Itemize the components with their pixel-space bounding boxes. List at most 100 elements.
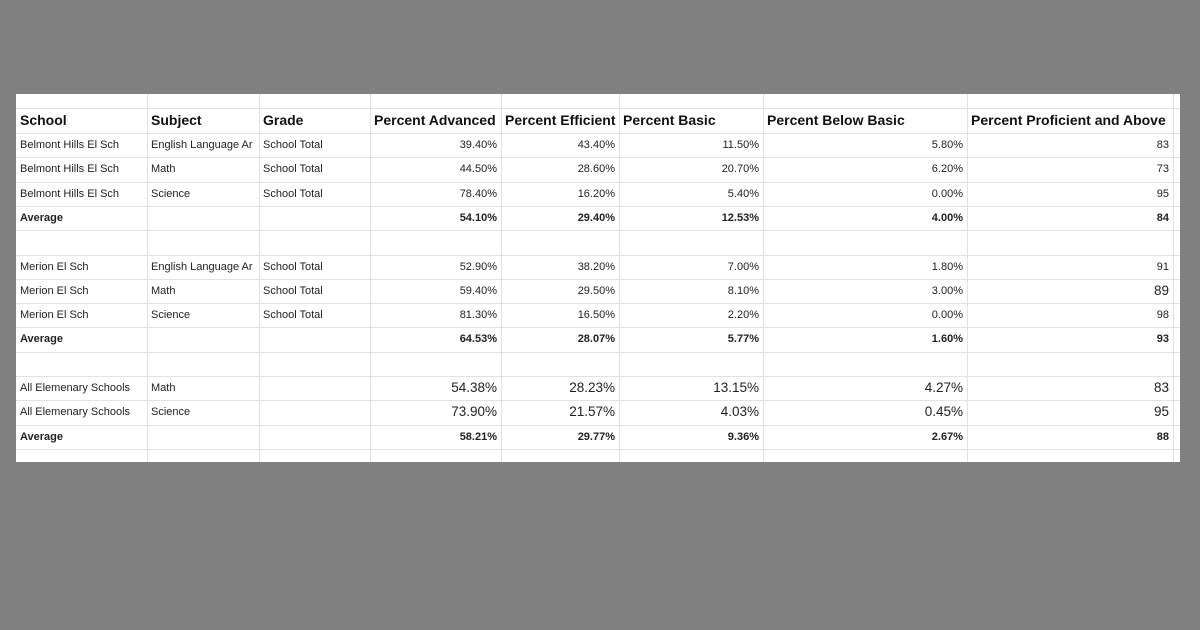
value-cell: 95 — [1156, 187, 1169, 200]
subject-cell: Science — [151, 309, 191, 322]
row-border — [16, 181, 1180, 183]
school-cell: Merion El Sch — [20, 284, 89, 297]
column-border — [619, 94, 620, 462]
average-value: 84 — [1156, 211, 1169, 224]
row-border — [16, 424, 1180, 426]
header-cell: Percent Basic — [623, 112, 716, 128]
value-cell: 54.38% — [451, 380, 497, 395]
value-cell: 2.20% — [727, 309, 759, 322]
value-cell: 7.00% — [727, 260, 759, 273]
row-border — [16, 108, 1180, 109]
school-cell: All Elemenary Schools — [20, 382, 131, 394]
row-border — [16, 133, 1180, 134]
row-border — [16, 254, 1180, 256]
average-value: 12.53% — [721, 211, 759, 224]
row-border — [16, 400, 1180, 402]
average-value: 9.36% — [727, 430, 759, 443]
value-cell: 81.30% — [459, 309, 497, 322]
value-cell: 5.40% — [727, 187, 759, 200]
school-cell: Merion El Sch — [20, 260, 89, 273]
subject-cell: Math — [151, 382, 176, 394]
column-border — [259, 94, 260, 462]
value-cell: 43.40% — [577, 139, 615, 151]
column-border — [763, 94, 764, 462]
value-cell: 95 — [1153, 404, 1169, 420]
value-cell: 91 — [1156, 260, 1169, 273]
value-cell: 28.60% — [577, 163, 615, 176]
row-border — [16, 351, 1180, 353]
value-cell: 4.03% — [720, 404, 759, 420]
average-value: 1.60% — [931, 333, 963, 346]
average-value: 54.10% — [459, 211, 497, 224]
header-cell: School — [20, 112, 67, 128]
value-cell: 6.20% — [931, 163, 963, 176]
subject-cell: Math — [151, 284, 176, 297]
grade-cell: School Total — [263, 139, 323, 151]
column-border — [370, 94, 371, 462]
average-label: Average — [20, 430, 64, 443]
row-border — [16, 278, 1180, 280]
subject-cell: Science — [151, 406, 191, 419]
average-value: 29.77% — [577, 430, 615, 443]
value-cell: 21.57% — [569, 404, 615, 420]
grade-cell: School Total — [263, 260, 323, 273]
value-cell: 28.23% — [569, 380, 615, 395]
column-border — [1173, 94, 1174, 462]
value-cell: 44.50% — [459, 163, 497, 176]
value-cell: 38.20% — [577, 260, 615, 273]
row-border — [16, 230, 1180, 232]
column-border — [501, 94, 502, 462]
value-cell: 4.27% — [924, 380, 963, 395]
average-value: 5.77% — [727, 333, 759, 346]
value-cell: 89 — [1153, 282, 1169, 298]
value-cell: 1.80% — [931, 260, 963, 273]
column-border — [967, 94, 968, 462]
subject-cell: English Language Ar — [151, 260, 253, 273]
school-cell: Belmont Hills El Sch — [20, 187, 120, 200]
header-cell: Grade — [263, 112, 304, 128]
subject-cell: English Language Ar — [151, 139, 253, 151]
header-cell: Percent Advanced — [374, 112, 496, 128]
spreadsheet: School Subject Grade Percent Advanced Percen… — [16, 94, 1180, 462]
row-border — [16, 448, 1180, 450]
row-border — [16, 303, 1180, 305]
average-label: Average — [20, 333, 64, 346]
value-cell: 73.90% — [451, 404, 497, 420]
grade-cell: School Total — [263, 309, 323, 322]
value-cell: 52.90% — [459, 260, 497, 273]
value-cell: 59.40% — [459, 284, 497, 297]
grade-cell: School Total — [263, 284, 323, 297]
average-value: 4.00% — [931, 211, 963, 224]
value-cell: 78.40% — [459, 187, 497, 200]
value-cell: 5.80% — [931, 139, 963, 151]
average-value: 64.53% — [459, 333, 497, 346]
average-label: Average — [20, 211, 64, 224]
value-cell: 0.45% — [924, 404, 963, 420]
header-cell: Percent Below Basic — [767, 112, 905, 128]
average-value: 28.07% — [577, 333, 615, 346]
grade-cell: School Total — [263, 187, 323, 200]
header-cell: Percent Proficient and Above — [971, 112, 1166, 128]
row-border — [16, 205, 1180, 207]
grade-cell: School Total — [263, 163, 323, 176]
average-value: 29.40% — [577, 211, 615, 224]
value-cell: 16.50% — [577, 309, 615, 322]
value-cell: 83 — [1153, 380, 1169, 395]
subject-cell: Math — [151, 163, 176, 176]
value-cell: 73 — [1156, 163, 1169, 176]
value-cell: 0.00% — [931, 309, 963, 322]
school-cell: Merion El Sch — [20, 309, 89, 322]
value-cell: 98 — [1156, 309, 1169, 322]
subject-cell: Science — [151, 187, 191, 200]
school-cell: Belmont Hills El Sch — [20, 139, 120, 151]
value-cell: 11.50% — [722, 139, 760, 151]
value-cell: 29.50% — [577, 284, 615, 297]
school-cell: Belmont Hills El Sch — [20, 163, 120, 176]
value-cell: 0.00% — [931, 187, 963, 200]
header-cell: Subject — [151, 112, 202, 128]
value-cell: 83 — [1156, 139, 1169, 151]
value-cell: 13.15% — [713, 380, 759, 395]
value-cell: 20.70% — [721, 163, 759, 176]
value-cell: 3.00% — [931, 284, 963, 297]
